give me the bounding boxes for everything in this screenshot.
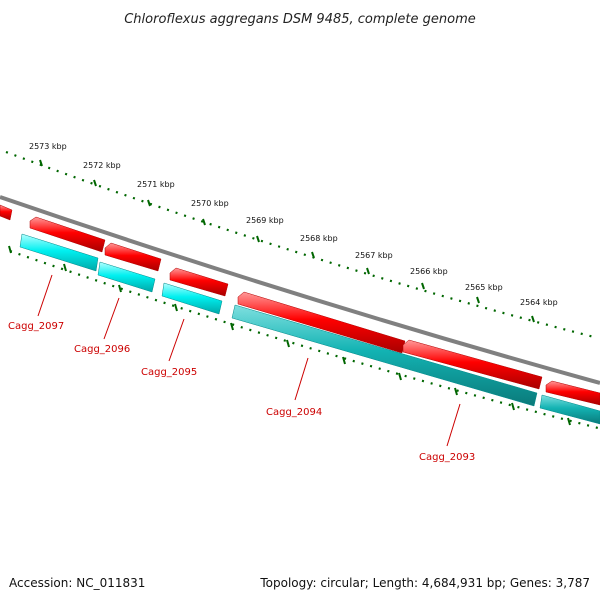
tick-label-2565: 2565 kbp (465, 283, 503, 292)
tick-label-2568: 2568 kbp (300, 234, 338, 243)
reverse-gene (539, 394, 600, 425)
leader-line (168, 318, 185, 362)
reverse-gene (231, 304, 538, 407)
forward-gene (169, 267, 229, 297)
reverse-gene (97, 261, 156, 293)
outer-major-tick (93, 179, 97, 187)
inner-major-tick (118, 284, 122, 293)
forward-strand-genes (0, 204, 600, 406)
inner-major-tick (567, 417, 571, 426)
gene-label-cagg-2093: Cagg_2093 (419, 452, 475, 463)
outer-major-tick (531, 315, 535, 323)
inner-major-tick (454, 387, 458, 396)
reverse-strand-genes (19, 233, 600, 425)
map-title: Chloroflexus aggregans DSM 9485, complet… (124, 12, 476, 27)
tick-label-2569: 2569 kbp (246, 216, 284, 225)
tick-label-2571: 2571 kbp (137, 180, 175, 189)
tick-label-2573: 2573 kbp (29, 142, 67, 151)
leader-line (294, 357, 309, 401)
tick-label-2570: 2570 kbp (191, 199, 229, 208)
forward-gene (402, 339, 543, 390)
inner-major-tick (286, 339, 290, 348)
outer-tick-ring (5, 150, 599, 340)
tick-label-2566: 2566 kbp (410, 267, 448, 276)
inner-major-tick (63, 263, 67, 272)
inner-major-tick (511, 402, 515, 411)
gene-label-cagg-2097: Cagg_2097 (8, 321, 64, 332)
outer-major-tick (476, 296, 480, 304)
genome-backbone (0, 195, 600, 385)
outer-major-tick (421, 282, 425, 290)
outer-major-tick (256, 235, 260, 243)
outer-major-tick (39, 159, 43, 167)
outer-major-tick (202, 218, 206, 226)
inner-tick-ring (8, 245, 599, 430)
tick-label-2564: 2564 kbp (520, 298, 558, 307)
reverse-gene (161, 282, 223, 315)
gene-label-leaders (37, 274, 461, 447)
inner-major-tick (342, 356, 346, 365)
inner-major-tick (230, 322, 234, 331)
inner-tick-dots (9, 249, 599, 430)
outer-major-tick (147, 199, 151, 207)
forward-gene (545, 380, 600, 406)
outer-major-tick (366, 267, 370, 275)
gene-label-cagg-2094: Cagg_2094 (266, 407, 322, 418)
outer-major-tick (311, 251, 315, 259)
genome-stats-text: Topology: circular; Length: 4,684,931 bp… (260, 576, 590, 590)
leader-line (103, 297, 120, 340)
forward-gene (29, 216, 106, 253)
tick-labels: 2573 kbp 2572 kbp 2571 kbp 2570 kbp 2569… (29, 142, 558, 307)
forward-gene (0, 204, 13, 221)
inner-major-tick (8, 245, 12, 254)
tick-label-2567: 2567 kbp (355, 251, 393, 260)
accession-text: Accession: NC_011831 (9, 576, 146, 590)
inner-major-tick (398, 372, 402, 381)
tick-label-2572: 2572 kbp (83, 161, 121, 170)
gene-labels: Cagg_2097 Cagg_2096 Cagg_2095 Cagg_2094 … (8, 321, 475, 463)
gene-label-cagg-2096: Cagg_2096 (74, 344, 130, 355)
leader-line (446, 403, 461, 447)
leader-line (37, 274, 53, 317)
gene-label-cagg-2095: Cagg_2095 (141, 367, 197, 378)
forward-gene (104, 242, 162, 272)
inner-major-tick (174, 303, 178, 312)
reverse-gene (19, 233, 99, 272)
